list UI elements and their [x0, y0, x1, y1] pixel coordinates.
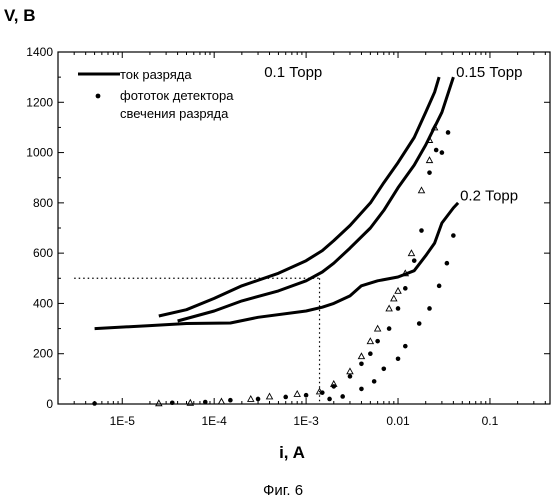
dot-point	[359, 361, 364, 366]
series-annotation: 0.1 Торр	[264, 64, 322, 81]
dot-point	[348, 374, 353, 379]
y-tick-label: 800	[33, 196, 53, 210]
y-tick-label: 200	[33, 347, 53, 361]
dot-point	[327, 397, 332, 402]
dot-point	[434, 148, 439, 153]
triangle-point	[395, 288, 401, 294]
x-tick-label: 0.1	[482, 414, 499, 428]
triangle-point	[427, 157, 433, 163]
dot-point	[403, 286, 408, 291]
series-annotation: 0.15 Торр	[456, 64, 522, 81]
triangle-point	[408, 250, 414, 256]
dot-point	[368, 351, 373, 356]
legend-entry-photocurrent-line2: свечения разряда	[120, 106, 229, 121]
dot-point	[283, 395, 288, 400]
legend: ток разряда фототок детектора свечения р…	[78, 67, 234, 121]
figure-caption: Фиг. 6	[263, 482, 303, 499]
triangle-point	[358, 353, 364, 359]
dot-point	[419, 228, 424, 233]
triangle-point	[367, 338, 373, 344]
dot-point	[359, 387, 364, 392]
triangle-point	[391, 295, 397, 301]
dot-point	[304, 393, 309, 398]
dot-point	[396, 356, 401, 361]
triangle-point	[294, 391, 300, 397]
x-tick-label: 0.01	[386, 414, 410, 428]
series-layer	[92, 77, 458, 406]
triangle-point	[218, 398, 224, 404]
dot-point	[440, 150, 445, 155]
y-tick-label: 1000	[26, 146, 53, 160]
y-tick-label: 1200	[26, 95, 53, 109]
y-axis: 0 200 400 600 800 1000 1200 1400	[26, 45, 550, 411]
annotation-layer: 0.1 Торр 0.15 Торр 0.2 Торр	[264, 64, 522, 204]
x-axis-label: i, A	[279, 443, 305, 462]
dot-point	[396, 306, 401, 311]
x-tick-label: 1E-3	[293, 414, 319, 428]
dot-point	[387, 326, 392, 331]
triangle-point	[156, 400, 162, 406]
dot-point	[228, 398, 233, 403]
dot-point	[437, 284, 442, 289]
legend-entry-photocurrent: фототок детектора	[120, 88, 234, 103]
y-tick-label: 600	[33, 246, 53, 260]
triangle-point	[347, 368, 353, 374]
triangle-point	[267, 393, 273, 399]
y-axis-label: V, B	[4, 6, 36, 25]
reference-lines	[74, 278, 319, 404]
series-annotation: 0.2 Торр	[460, 187, 518, 204]
dot-point	[427, 170, 432, 175]
y-tick-label: 1400	[26, 45, 53, 59]
plot-frame	[58, 52, 550, 404]
dot-point	[445, 261, 450, 266]
x-tick-label: 1E-4	[201, 414, 227, 428]
dot-point	[340, 394, 345, 399]
dot-point	[412, 258, 417, 263]
triangle-point	[248, 396, 254, 402]
dot-point	[381, 367, 386, 372]
plot-area: 0.1 Торр 0.15 Торр 0.2 Торр ток разряда фо…	[58, 52, 550, 406]
triangle-point	[386, 305, 392, 311]
y-tick-label: 400	[33, 296, 53, 310]
dot-point	[375, 339, 380, 344]
x-tick-label: 1E-5	[110, 414, 136, 428]
dot-point	[446, 130, 451, 135]
dot-point	[427, 306, 432, 311]
triangle-point	[375, 326, 381, 332]
dot-point	[417, 321, 422, 326]
legend-entry-discharge-current: ток разряда	[120, 67, 192, 82]
dot-point	[256, 397, 261, 402]
dot-point	[403, 344, 408, 349]
dot-point	[170, 400, 175, 405]
dot-point	[372, 379, 377, 384]
series-line-2	[95, 203, 459, 329]
dot-point	[451, 233, 456, 238]
y-tick-label: 0	[46, 397, 53, 411]
triangle-point	[418, 187, 424, 193]
legend-marker-sample	[96, 94, 101, 99]
